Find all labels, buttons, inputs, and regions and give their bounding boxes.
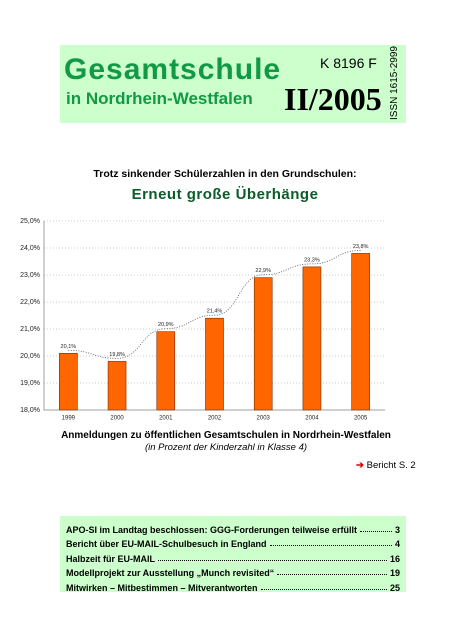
x-tick-label: 2004 bbox=[305, 416, 319, 422]
toc-page: 25 bbox=[389, 582, 400, 593]
trend-line bbox=[68, 250, 361, 359]
y-tick-label: 19,0% bbox=[20, 380, 40, 387]
chart: 18,0% 19,0% 20,0% 21,0% 22,0% 23,0% 24,0% 25,0%… bbox=[20, 218, 385, 422]
bar bbox=[351, 253, 370, 411]
table-of-contents: APO-SI im Landtag beschlossen: GGG-Forde… bbox=[60, 516, 406, 593]
toc-entry: Modellprojekt zur Ausstellung „Munch rev… bbox=[66, 564, 400, 578]
toc-title: Bericht über EU-MAIL-Schulbesuch in Engl… bbox=[66, 539, 267, 549]
data-label: 19,8% bbox=[109, 352, 125, 358]
toc-leader bbox=[269, 545, 392, 546]
data-label: 23,8% bbox=[353, 244, 369, 250]
headline: Erneut große Überhänge bbox=[131, 186, 319, 203]
toc-leader bbox=[260, 588, 387, 590]
y-tick-label: 24,0% bbox=[20, 245, 40, 252]
code: K 8196 F bbox=[320, 55, 377, 71]
toc-leader bbox=[158, 559, 387, 561]
toc-leader bbox=[277, 574, 387, 575]
toc-title: APO-SI im Landtag beschlossen: GGG-Forde… bbox=[66, 524, 358, 535]
y-tick-label: 22,0% bbox=[20, 299, 40, 306]
y-tick-label: 18,0% bbox=[20, 407, 40, 414]
bar bbox=[205, 317, 224, 411]
x-tick-label: 2000 bbox=[110, 416, 124, 422]
bar bbox=[253, 277, 273, 411]
toc-title: Mitwirken – Mitbestimmen – Mitverantwort… bbox=[66, 582, 258, 593]
toc-page: 3 bbox=[394, 524, 400, 535]
x-tick-label: 2005 bbox=[354, 416, 368, 422]
y-tick-label: 23,0% bbox=[20, 272, 40, 279]
subcaption: (in Prozent der Kinderzahl in Klasse 4) bbox=[144, 442, 308, 453]
data-label: 23,3% bbox=[304, 257, 320, 263]
y-tick-label: 25,0% bbox=[20, 218, 40, 225]
x-tick-label: 2002 bbox=[208, 416, 222, 422]
title: Gesamtschule bbox=[64, 53, 282, 86]
data-label: 21,4% bbox=[207, 309, 223, 315]
toc-page: 4 bbox=[394, 539, 400, 549]
reference-text: Bericht S. 2 bbox=[366, 460, 416, 471]
bar bbox=[107, 361, 127, 411]
x-tick-label: 2003 bbox=[257, 416, 271, 422]
toc-title: Halbzeit für EU-MAIL bbox=[66, 553, 155, 564]
bar bbox=[156, 331, 176, 411]
subtitle: in Nordrhein-Westfalen bbox=[66, 89, 253, 108]
header: Gesamtschule in Nordrhein-Westfalen K 81… bbox=[60, 45, 406, 123]
caption: Anmeldungen zu öffentlichen Gesamtschule… bbox=[61, 430, 391, 441]
x-tick-label: 1999 bbox=[62, 416, 76, 422]
toc-entry: Halbzeit für EU-MAIL 16 bbox=[66, 549, 400, 564]
toc-title: Modellprojekt zur Ausstellung „Munch rev… bbox=[66, 568, 275, 578]
arrow-icon: ➔ bbox=[356, 460, 364, 471]
x-tick-label: 2001 bbox=[159, 416, 173, 422]
kicker: Trotz sinkender Schülerzahlen in den Gru… bbox=[93, 168, 357, 180]
bar bbox=[59, 353, 78, 411]
data-label: 20,9% bbox=[158, 322, 174, 328]
issn: ISSN 1615-2999 bbox=[389, 46, 400, 120]
y-tick-label: 21,0% bbox=[20, 326, 40, 333]
data-label: 20,1% bbox=[61, 344, 77, 350]
toc-page: 16 bbox=[389, 553, 400, 564]
y-tick-label: 20,0% bbox=[20, 353, 40, 360]
toc-entry: Mitwirken – Mitbestimmen – Mitverantwort… bbox=[66, 578, 400, 593]
toc-entry: APO-SI im Landtag beschlossen: GGG-Forde… bbox=[66, 520, 400, 535]
toc-page: 19 bbox=[389, 568, 400, 578]
issue: II/2005 bbox=[284, 81, 382, 117]
bar bbox=[302, 266, 322, 411]
data-label: 22,9% bbox=[255, 268, 271, 274]
toc-leader bbox=[360, 530, 392, 532]
toc-entry: Bericht über EU-MAIL-Schulbesuch in Engl… bbox=[66, 535, 400, 549]
reference: ➔ Bericht S. 2 bbox=[356, 460, 416, 471]
